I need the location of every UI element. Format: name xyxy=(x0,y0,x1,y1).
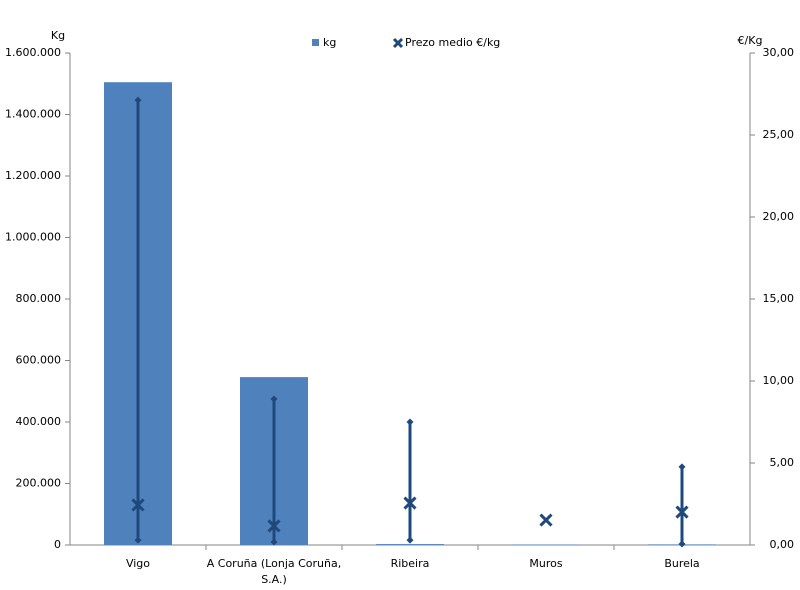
price-marker xyxy=(131,498,145,512)
y-tick-label: 200.000 xyxy=(16,477,62,490)
y2-tick-label: 20,00 xyxy=(763,210,795,223)
y2-tick-label: 10,00 xyxy=(763,374,795,387)
y-tick-label: 1.200.000 xyxy=(5,169,61,182)
y-axis-title: Kg xyxy=(51,29,65,42)
high-marker xyxy=(270,395,278,403)
y2-tick-label: 0,00 xyxy=(770,538,795,551)
y2-tick-label: 5,00 xyxy=(770,456,795,469)
y2-tick-label: 30,00 xyxy=(763,46,795,59)
x-tick-label: A Coruña (Lonja Coruña, S.A.) xyxy=(206,557,342,586)
y2-tick-label: 25,00 xyxy=(763,128,795,141)
low-marker xyxy=(406,536,414,544)
y-tick-label: 1.000.000 xyxy=(5,231,61,244)
y-tick-label: 400.000 xyxy=(16,415,62,428)
legend-label: Prezo medio €/kg xyxy=(405,36,500,49)
bar xyxy=(376,544,444,545)
x-tick-label: Vigo xyxy=(125,557,151,570)
high-marker xyxy=(406,418,414,426)
y2-axis-title: €/Kg xyxy=(738,34,763,47)
price-marker xyxy=(675,505,689,519)
low-marker xyxy=(270,538,278,546)
x-tick-label: Muros xyxy=(529,557,563,570)
x-tick-label: Burela xyxy=(664,557,700,570)
y-tick-label: 1.400.000 xyxy=(5,108,61,121)
low-marker xyxy=(678,540,686,548)
price-marker xyxy=(539,513,553,527)
x-tick-label: Ribeira xyxy=(390,557,430,570)
low-marker xyxy=(134,536,142,544)
high-marker xyxy=(134,96,142,104)
price-marker xyxy=(267,519,281,533)
price-marker xyxy=(403,496,417,510)
legend-label: kg xyxy=(323,36,336,49)
high-marker xyxy=(678,463,686,471)
legend-swatch xyxy=(392,37,404,49)
legend-swatch xyxy=(312,39,319,46)
y-tick-label: 800.000 xyxy=(16,292,62,305)
y-tick-label: 1.600.000 xyxy=(5,46,61,59)
y-tick-label: 600.000 xyxy=(16,354,62,367)
y-tick-label: 0 xyxy=(54,538,61,551)
y2-tick-label: 15,00 xyxy=(763,292,795,305)
